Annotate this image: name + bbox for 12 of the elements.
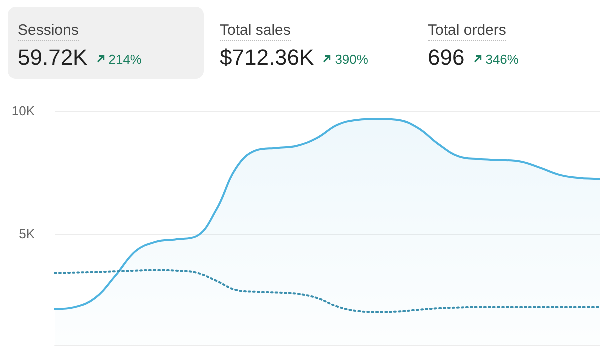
- text: 59.72K: [18, 45, 88, 71]
- text: 390%: [335, 52, 368, 66]
- y-tick-label: 10K: [12, 104, 36, 118]
- y-tick-label: 5K: [19, 226, 36, 242]
- text: 346%: [486, 52, 519, 66]
- text: Total orders: [428, 22, 506, 41]
- text: $712.36K: [220, 45, 314, 71]
- text: Sessions: [18, 22, 79, 41]
- text: Total sales: [220, 22, 291, 41]
- line-series: [54, 269, 600, 314]
- text: 696: [428, 45, 465, 71]
- text: 214%: [108, 52, 142, 66]
